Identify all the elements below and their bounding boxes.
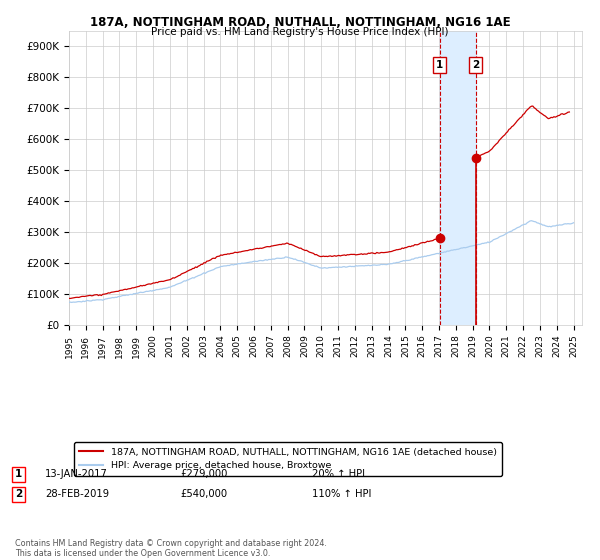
Text: 2: 2 — [472, 60, 479, 70]
Text: 110% ↑ HPI: 110% ↑ HPI — [312, 489, 371, 500]
Text: 13-JAN-2017: 13-JAN-2017 — [45, 469, 108, 479]
Text: Contains HM Land Registry data © Crown copyright and database right 2024.
This d: Contains HM Land Registry data © Crown c… — [15, 539, 327, 558]
Legend: 187A, NOTTINGHAM ROAD, NUTHALL, NOTTINGHAM, NG16 1AE (detached house), HPI: Aver: 187A, NOTTINGHAM ROAD, NUTHALL, NOTTINGH… — [74, 442, 502, 476]
Text: 1: 1 — [15, 469, 22, 479]
Text: Price paid vs. HM Land Registry's House Price Index (HPI): Price paid vs. HM Land Registry's House … — [151, 27, 449, 37]
Text: £540,000: £540,000 — [180, 489, 227, 500]
Bar — [440, 31, 476, 325]
Text: 2: 2 — [15, 489, 22, 500]
Text: 28-FEB-2019: 28-FEB-2019 — [45, 489, 109, 500]
Text: 20% ↑ HPI: 20% ↑ HPI — [312, 469, 365, 479]
Text: 1: 1 — [436, 60, 443, 70]
Text: £279,000: £279,000 — [180, 469, 227, 479]
Text: 187A, NOTTINGHAM ROAD, NUTHALL, NOTTINGHAM, NG16 1AE: 187A, NOTTINGHAM ROAD, NUTHALL, NOTTINGH… — [89, 16, 511, 29]
